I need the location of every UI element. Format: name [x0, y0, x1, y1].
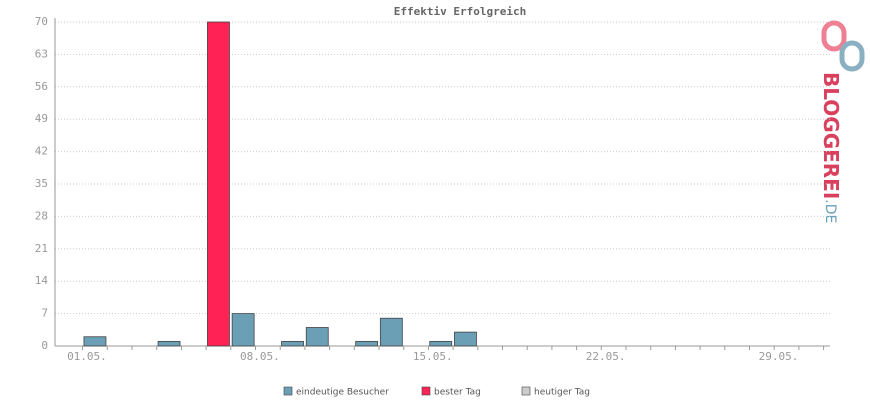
bar [83, 336, 107, 347]
bar [157, 340, 181, 347]
y-tick-label: 70 [35, 15, 48, 28]
legend-label: eindeutige Besucher [296, 388, 389, 398]
bar [305, 327, 329, 347]
bar [231, 313, 255, 347]
logo-main: BLOGGEREI [820, 72, 844, 199]
x-tick-label: 15.05. [413, 350, 453, 363]
bar [454, 331, 477, 347]
y-tick-label: 14 [35, 274, 49, 287]
legend-label: heutiger Tag [534, 388, 590, 398]
legend-swatch [283, 386, 293, 396]
logo-icon [821, 20, 865, 72]
x-tick-label: 22.05. [586, 350, 626, 363]
y-tick-label: 7 [41, 307, 48, 320]
bar [379, 317, 403, 347]
y-tick-label: 21 [35, 242, 48, 255]
x-tick-label: 08.05. [240, 350, 280, 363]
y-tick-label: 42 [35, 145, 48, 158]
y-tick-label: 63 [35, 47, 48, 60]
legend-label: bester Tag [434, 388, 481, 398]
x-tick-label: 01.05. [67, 350, 107, 363]
bar [281, 340, 304, 347]
legend-swatch [421, 386, 431, 396]
y-tick-label: 56 [35, 80, 48, 93]
logo-text: BLOGGEREI.DE [820, 72, 844, 223]
y-tick-label: 0 [41, 339, 48, 352]
y-tick-label: 49 [35, 112, 48, 125]
y-tick-label: 35 [35, 177, 48, 190]
chart-title: Effektiv Erfolgreich [394, 5, 526, 18]
bar [429, 340, 453, 347]
y-tick-label: 28 [35, 209, 48, 222]
logo-suffix: .DE [822, 199, 838, 223]
x-tick-label: 29.05. [759, 350, 799, 363]
legend-swatch [521, 386, 531, 396]
bar [207, 21, 230, 347]
bar [355, 340, 379, 347]
